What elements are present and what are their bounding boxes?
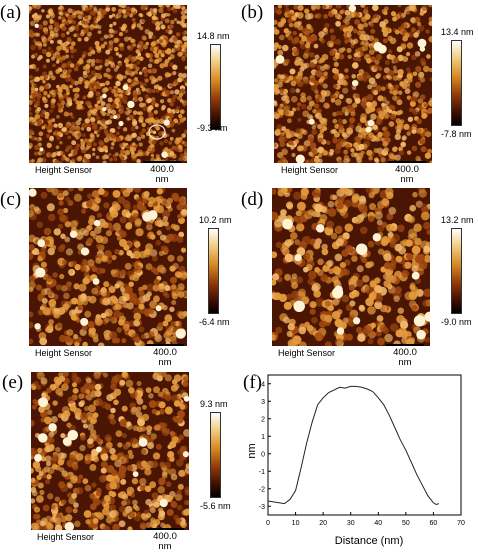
panel-label-f: (f) [243, 372, 262, 393]
color-scale-max-d: 13.2 nm [441, 215, 474, 225]
color-scale-max-e: 9.3 nm [200, 399, 228, 409]
plot-frame [267, 374, 462, 516]
color-scale-bar-d [451, 228, 462, 314]
scale-bar-a: 400.0 nm [143, 161, 181, 184]
y-tick-label: -1 [259, 469, 265, 476]
scale-bar-d: 400.0 nm [386, 344, 424, 367]
scale-bar-text-a: 400.0 nm [150, 164, 174, 185]
x-tick-label: 60 [430, 520, 438, 527]
y-tick-label: 2 [261, 416, 265, 423]
color-scale-min-a: -9.3 nm [197, 123, 228, 133]
afm-image-c [29, 188, 187, 346]
x-tick-label: 0 [266, 520, 270, 527]
color-scale-bar-a [210, 44, 221, 130]
color-scale-bar-e [210, 412, 221, 498]
series-line-profile [267, 385, 440, 506]
y-tick-label: 0 [261, 451, 265, 458]
color-scale-min-d: -9.0 nm [441, 317, 472, 327]
x-tick-label: 70 [457, 520, 465, 527]
scale-bar-text-d: 400.0 nm [393, 347, 417, 368]
panel-label-a: (a) [0, 2, 22, 23]
highlight-circle [148, 124, 166, 140]
height-sensor-label-c: Height Sensor [35, 348, 93, 358]
afm-image-e [31, 372, 189, 530]
height-sensor-label-e: Height Sensor [37, 532, 95, 542]
x-tick-label: 20 [319, 520, 327, 527]
color-scale-min-e: -5.6 nm [200, 501, 231, 511]
scale-bar-text-b: 400.0 nm [395, 164, 419, 185]
color-scale-min-b: -7.8 nm [441, 129, 472, 139]
y-tick-label: 4 [261, 381, 265, 388]
scale-bar-e: 400.0 nm [146, 528, 184, 551]
scale-bar-c: 400.0 nm [146, 344, 184, 367]
afm-image-d [272, 188, 430, 346]
x-tick-label: 40 [374, 520, 382, 527]
scale-bar-text-e: 400.0 nm [153, 531, 177, 552]
panel-label-e: (e) [2, 372, 24, 393]
x-tick-label: 50 [402, 520, 410, 527]
color-scale-max-b: 13.4 nm [441, 27, 474, 37]
height-sensor-label-d: Height Sensor [278, 348, 336, 358]
x-axis-label: Distance (nm) [335, 535, 403, 547]
color-scale-max-a: 14.8 nm [197, 31, 230, 41]
y-axis-label: nm [246, 443, 258, 458]
x-tick-label: 10 [292, 520, 300, 527]
line-profile-chart: 0 10 20 30 40 50 60 70 -3 -2 -1 0 1 2 3 4 Distance (nm)… [243, 367, 473, 548]
height-sensor-label-a: Height Sensor [35, 165, 93, 175]
height-sensor-label-b: Height Sensor [281, 165, 339, 175]
color-scale-bar-c [208, 228, 219, 314]
panel-label-b: (b) [241, 2, 264, 23]
y-tick-label: -3 [259, 504, 265, 511]
y-tick-label: 1 [261, 434, 265, 441]
afm-image-a [29, 5, 187, 163]
afm-image-b [274, 5, 432, 163]
x-tick-label: 30 [347, 520, 355, 527]
scale-bar-text-c: 400.0 nm [153, 347, 177, 368]
panel-label-d: (d) [241, 189, 264, 210]
color-scale-max-c: 10.2 nm [199, 215, 232, 225]
panel-label-c: (c) [0, 189, 22, 210]
scale-bar-b: 400.0 nm [388, 161, 426, 184]
y-tick-label: 3 [261, 399, 265, 406]
color-scale-min-c: -6.4 nm [199, 317, 230, 327]
color-scale-bar-b [451, 40, 462, 126]
y-tick-label: -2 [259, 486, 265, 493]
